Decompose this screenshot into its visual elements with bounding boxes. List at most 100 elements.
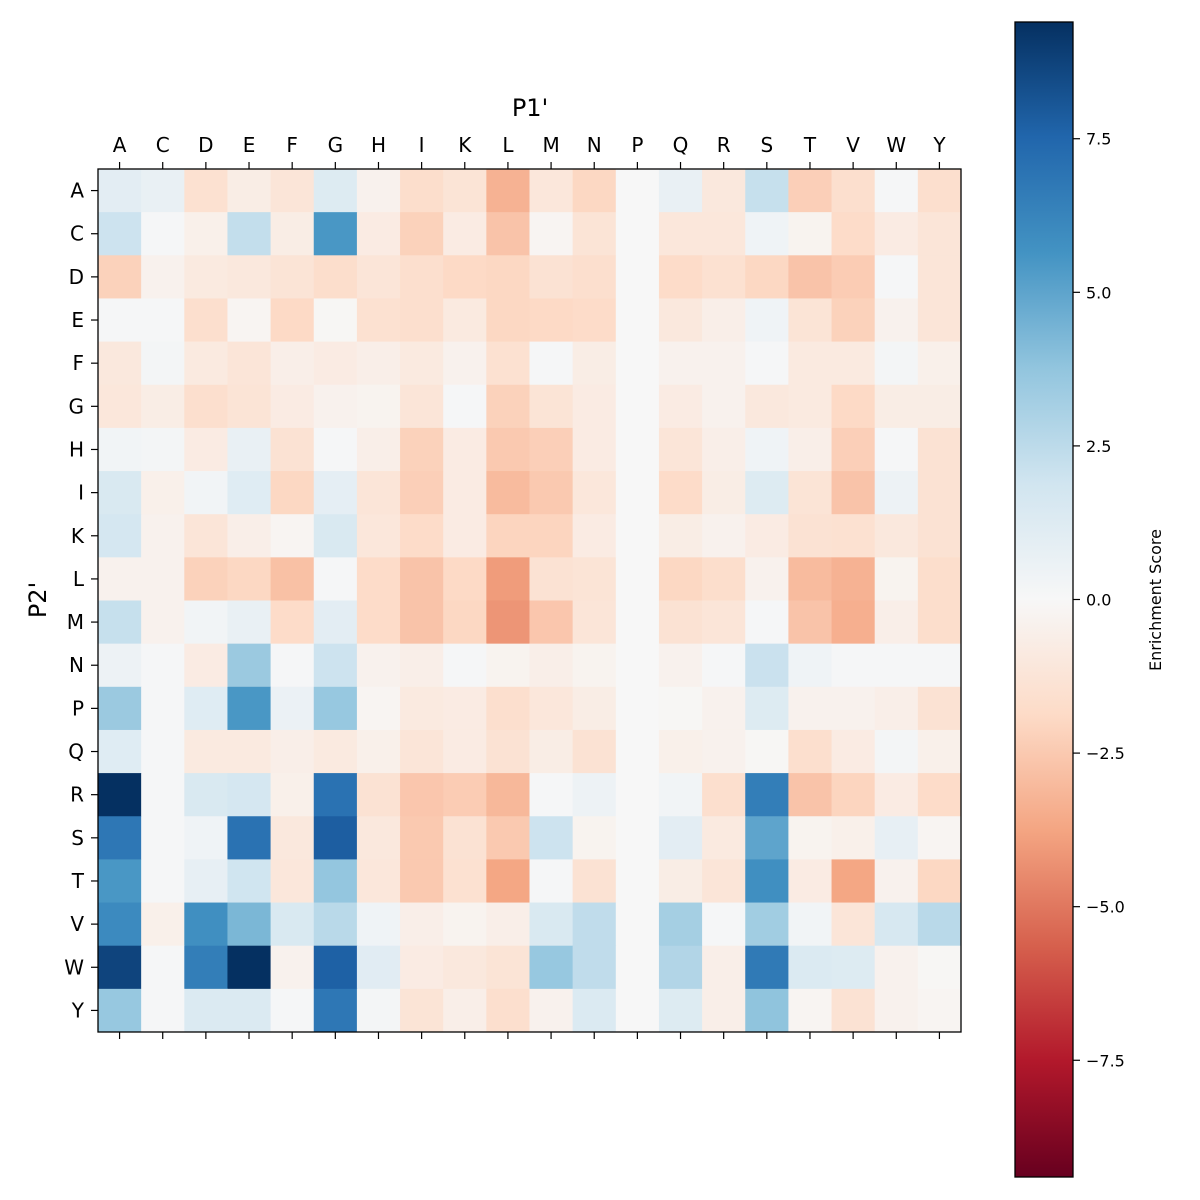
cell-V-R bbox=[702, 902, 746, 947]
x-tick-label: N bbox=[587, 133, 602, 157]
cell-N-G bbox=[313, 643, 358, 688]
cell-W-F bbox=[270, 945, 315, 990]
cell-G-G bbox=[313, 384, 358, 429]
cell-L-N bbox=[572, 557, 617, 601]
y-tick-label: V bbox=[70, 912, 84, 936]
cell-I-A bbox=[98, 471, 142, 515]
cell-M-H bbox=[356, 600, 401, 645]
colorbar-tick-label: 5.0 bbox=[1086, 283, 1111, 302]
cell-S-Y bbox=[917, 816, 962, 860]
cell-P-M bbox=[529, 686, 574, 731]
cell-P-D bbox=[184, 686, 228, 731]
cell-N-Q bbox=[658, 643, 703, 688]
cell-P-T bbox=[788, 686, 833, 731]
cell-Q-I bbox=[400, 729, 444, 774]
cell-A-I bbox=[400, 169, 444, 213]
cell-K-F bbox=[270, 514, 315, 558]
y-tick-label: C bbox=[70, 222, 84, 246]
x-tick-label: R bbox=[717, 133, 731, 157]
cell-V-Q bbox=[658, 902, 703, 947]
cell-D-N bbox=[572, 255, 617, 299]
cell-G-P bbox=[615, 384, 660, 429]
cell-F-N bbox=[572, 341, 617, 386]
cell-A-E bbox=[227, 169, 272, 213]
cell-W-C bbox=[141, 945, 185, 990]
cell-V-I bbox=[400, 902, 444, 947]
cell-V-P bbox=[615, 902, 660, 947]
cell-H-V bbox=[831, 427, 876, 472]
cell-A-S bbox=[745, 169, 789, 213]
cell-M-K bbox=[443, 600, 487, 645]
cell-F-P bbox=[615, 341, 660, 386]
cell-C-C bbox=[141, 212, 185, 256]
cell-S-D bbox=[184, 816, 228, 860]
cell-S-I bbox=[400, 816, 444, 860]
cell-M-N bbox=[572, 600, 617, 645]
colorbar-tick-label: −2.5 bbox=[1086, 744, 1125, 763]
cell-A-M bbox=[529, 169, 574, 213]
cell-L-I bbox=[400, 557, 444, 601]
cell-G-A bbox=[98, 384, 142, 429]
cell-N-H bbox=[356, 643, 401, 688]
cell-W-S bbox=[745, 945, 789, 990]
cell-D-D bbox=[184, 255, 228, 299]
x-tick-label: Y bbox=[932, 133, 946, 157]
cell-R-C bbox=[141, 773, 185, 817]
cell-T-W bbox=[874, 859, 919, 904]
cell-P-Q bbox=[658, 686, 703, 731]
cell-S-H bbox=[356, 816, 401, 860]
cell-L-G bbox=[313, 557, 358, 601]
cell-A-Y bbox=[917, 169, 962, 213]
cell-Y-I bbox=[400, 988, 444, 1033]
cell-M-A bbox=[98, 600, 142, 645]
cell-E-V bbox=[831, 298, 876, 343]
cell-R-Q bbox=[658, 773, 703, 817]
cell-Q-E bbox=[227, 729, 272, 774]
cell-E-Q bbox=[658, 298, 703, 343]
cell-A-P bbox=[615, 169, 660, 213]
cell-K-K bbox=[443, 514, 487, 558]
cell-M-G bbox=[313, 600, 358, 645]
cell-C-M bbox=[529, 212, 574, 256]
cell-Q-Q bbox=[658, 729, 703, 774]
cell-V-A bbox=[98, 902, 142, 947]
cell-D-Q bbox=[658, 255, 703, 299]
cell-Q-P bbox=[615, 729, 660, 774]
cell-L-F bbox=[270, 557, 315, 601]
cell-N-L bbox=[486, 643, 530, 688]
cell-N-T bbox=[788, 643, 833, 688]
cell-W-L bbox=[486, 945, 530, 990]
x-tick-label: T bbox=[803, 133, 817, 157]
cell-H-L bbox=[486, 427, 530, 472]
cell-G-C bbox=[141, 384, 185, 429]
cell-R-H bbox=[356, 773, 401, 817]
x-tick-label: Q bbox=[673, 133, 689, 157]
cell-V-Y bbox=[917, 902, 962, 947]
cell-Y-G bbox=[313, 988, 358, 1033]
cell-Y-E bbox=[227, 988, 272, 1033]
colorbar-ticks: 7.5 5.0 2.5 0.0 −2.5 −5.0 −7.5 bbox=[1073, 130, 1125, 1070]
cell-Q-V bbox=[831, 729, 876, 774]
cell-H-S bbox=[745, 427, 789, 472]
x-tick-label: L bbox=[502, 133, 514, 157]
cell-I-E bbox=[227, 471, 272, 515]
x-tick-label: I bbox=[419, 133, 425, 157]
cell-A-R bbox=[702, 169, 746, 213]
cell-G-I bbox=[400, 384, 444, 429]
cell-N-D bbox=[184, 643, 228, 688]
cell-S-K bbox=[443, 816, 487, 860]
y-tick-label: D bbox=[69, 265, 84, 289]
cell-M-F bbox=[270, 600, 315, 645]
cell-I-F bbox=[270, 471, 315, 515]
cell-V-M bbox=[529, 902, 574, 947]
cell-D-L bbox=[486, 255, 530, 299]
cell-E-R bbox=[702, 298, 746, 343]
cell-V-T bbox=[788, 902, 833, 947]
cell-T-S bbox=[745, 859, 789, 904]
cell-I-D bbox=[184, 471, 228, 515]
cell-D-A bbox=[98, 255, 142, 299]
cell-I-G bbox=[313, 471, 358, 515]
cell-Q-G bbox=[313, 729, 358, 774]
cell-H-H bbox=[356, 427, 401, 472]
cell-P-R bbox=[702, 686, 746, 731]
